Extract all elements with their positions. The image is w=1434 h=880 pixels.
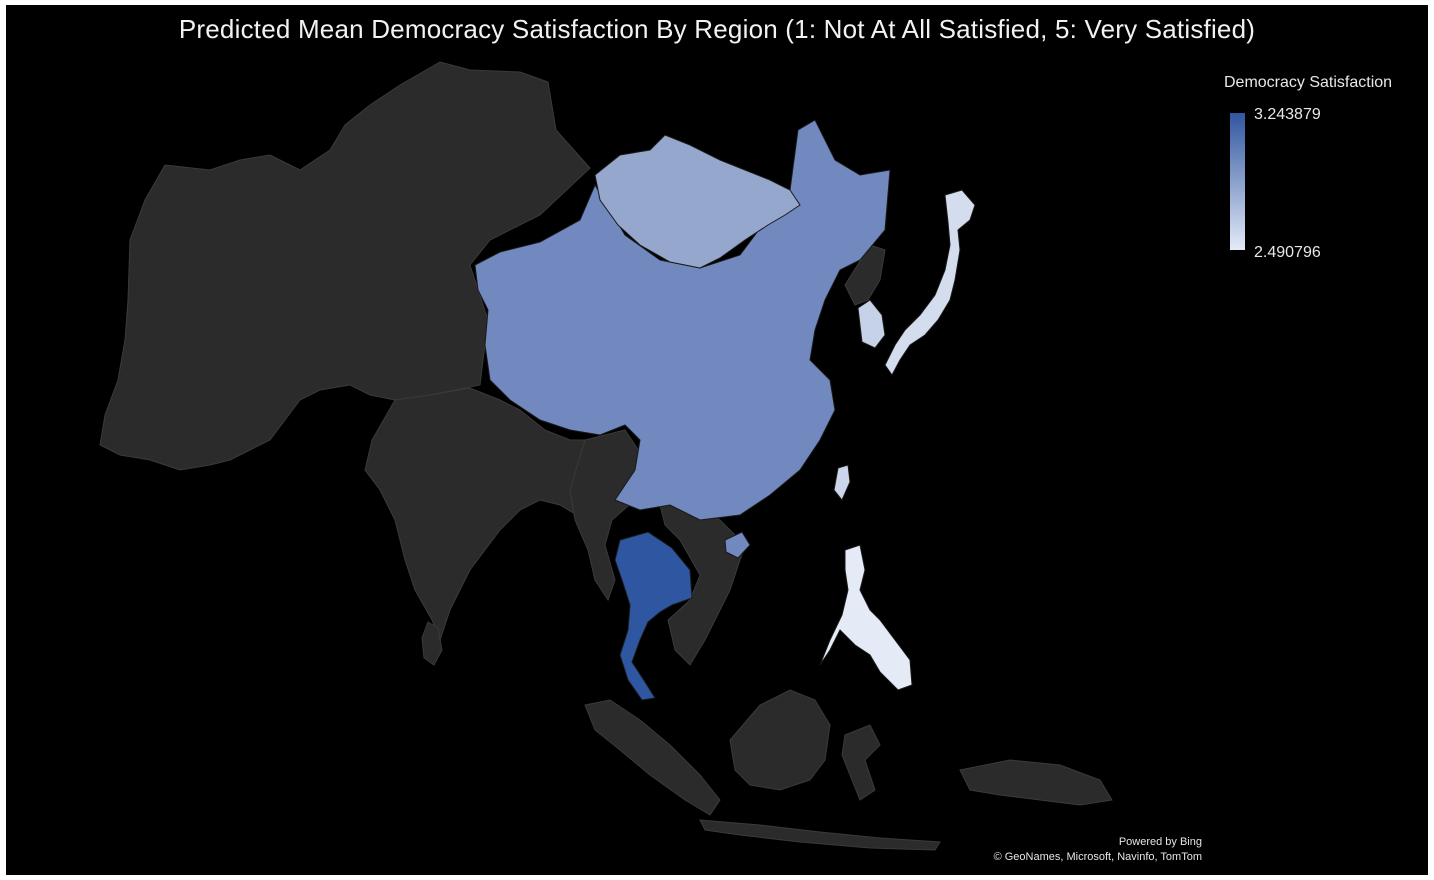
land-new-guinea [959,759,1113,806]
map-frame: Predicted Mean Democracy Satisfaction By… [6,5,1428,875]
region-philippines[interactable] [819,544,913,691]
land-central-asia [99,61,591,471]
region-thailand[interactable] [614,531,693,701]
region-south-korea[interactable] [857,299,886,349]
land-java [699,819,941,851]
region-china[interactable] [474,119,891,521]
map-title: Predicted Mean Democracy Satisfaction By… [178,14,1256,44]
legend-min-label: 2.490796 [1254,244,1321,261]
land-borneo [729,689,831,791]
region-taiwan[interactable] [833,464,851,501]
credit-powered-by: Powered by Bing [1118,836,1202,848]
legend-title: Democracy Satisfaction [1224,74,1393,91]
credit-attribution: © GeoNames, Microsoft, Navinfo, TomTom [993,851,1202,863]
land-india [364,387,641,642]
legend-max-label: 3.243879 [1254,106,1321,123]
map-credit: Powered by Bing © GeoNames, Microsoft, N… [994,835,1202,865]
land-indochina [659,499,746,666]
region-mongolia[interactable] [594,134,801,269]
land-sumatra [584,699,721,816]
land-sri-lanka [421,621,443,666]
map-canvas[interactable] [6,5,1428,875]
legend-gradient-bar [1230,113,1245,250]
region-japan[interactable] [884,189,976,376]
land-sulawesi [841,724,881,801]
region-hainan[interactable] [724,531,751,559]
